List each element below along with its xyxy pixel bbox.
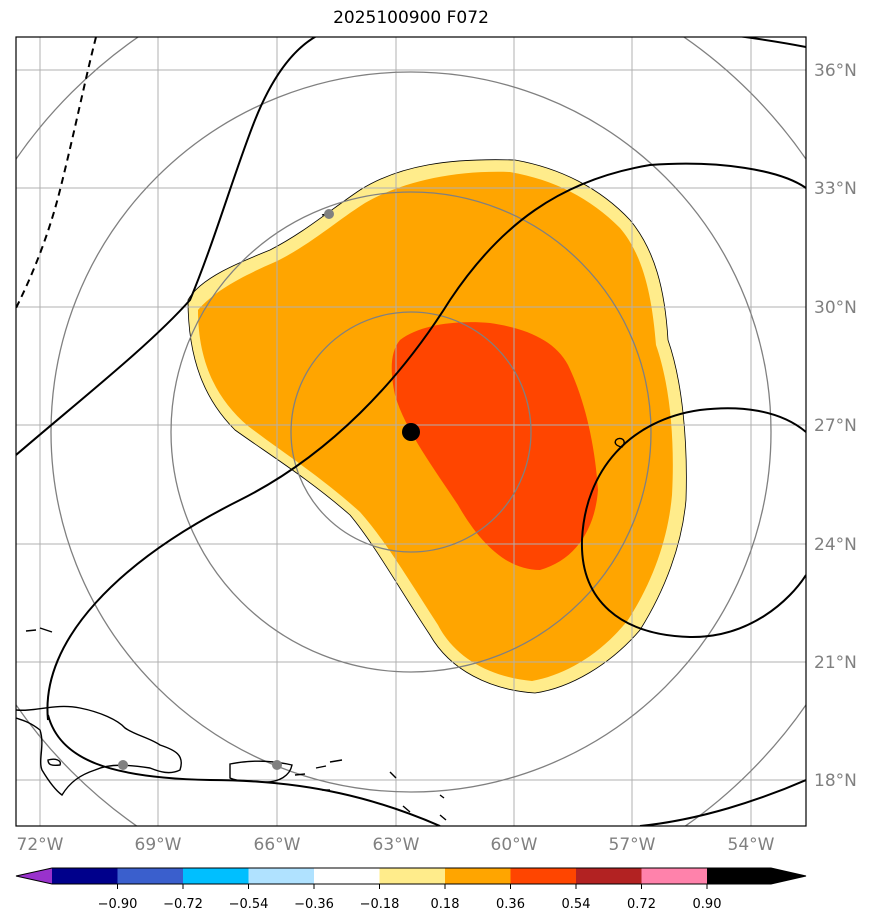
colorbar-segment-10 bbox=[641, 868, 707, 884]
island-a bbox=[25, 627, 53, 633]
lat-label-36n: 36°N bbox=[814, 61, 857, 81]
colorbar-tick-label: −0.72 bbox=[163, 897, 203, 912]
lat-label-27n: 27°N bbox=[814, 416, 857, 436]
lat-label-18n: 18°N bbox=[814, 771, 857, 791]
contour-line-dashed bbox=[16, 37, 97, 309]
lat-gridlines bbox=[16, 69, 806, 781]
island-c bbox=[315, 759, 343, 769]
island-d bbox=[389, 771, 397, 779]
colorbar-extend-low bbox=[16, 868, 52, 884]
contour-line-b bbox=[46, 162, 806, 721]
station-marker-santo-domingo bbox=[118, 760, 128, 770]
lat-label-30n: 30°N bbox=[814, 298, 857, 318]
island-h bbox=[439, 814, 447, 821]
island-g bbox=[439, 794, 445, 799]
colorbar-tick-label: 0.18 bbox=[431, 897, 460, 912]
lat-labels: 36°N 33°N 30°N 27°N 24°N 21°N 18°N bbox=[814, 61, 857, 791]
colorbar-segment-3 bbox=[183, 868, 249, 884]
lat-label-21n: 21°N bbox=[814, 653, 857, 673]
colorbar-tick-label: 0.90 bbox=[693, 897, 722, 912]
pressure-contours bbox=[16, 37, 806, 826]
colorbar-segment-9 bbox=[576, 868, 642, 884]
fill-region-inner bbox=[391, 322, 598, 570]
hispaniola-coast bbox=[16, 705, 182, 797]
colorbar-tick-label: 0.72 bbox=[627, 897, 656, 912]
colorbar-segment-5 bbox=[314, 868, 380, 884]
colorbar-segment-1 bbox=[52, 868, 118, 884]
lon-label-63w: 63°W bbox=[373, 835, 420, 855]
contour-line-e bbox=[639, 779, 806, 826]
colorbar: −0.90 −0.72 −0.54 −0.36 −0.18 0.18 0.36 … bbox=[15, 867, 807, 912]
station-marker-san-juan bbox=[272, 760, 282, 770]
coastlines bbox=[16, 212, 625, 821]
colorbar-segment-8 bbox=[510, 868, 576, 884]
colorbar-tick-label: 0.54 bbox=[562, 897, 591, 912]
lon-label-69w: 69°W bbox=[135, 835, 182, 855]
colorbar-segment-2 bbox=[117, 868, 183, 884]
storm-center-marker bbox=[402, 423, 420, 441]
jamaica-coast bbox=[47, 758, 62, 767]
fill-outline bbox=[187, 159, 687, 694]
contour-line-c bbox=[580, 407, 806, 639]
colorbar-extend-high bbox=[707, 868, 806, 884]
station-markers bbox=[118, 209, 334, 770]
colorbar-ticks bbox=[117, 884, 708, 889]
colorbar-segment-7 bbox=[445, 868, 511, 884]
lon-labels: 72°W 69°W 66°W 63°W 60°W 57°W 54°W bbox=[17, 835, 775, 855]
lon-label-57w: 57°W bbox=[609, 835, 656, 855]
colorbar-tick-label: 0.36 bbox=[496, 897, 525, 912]
colorbar-tick-label: −0.90 bbox=[98, 897, 138, 912]
lon-label-60w: 60°W bbox=[491, 835, 538, 855]
lon-label-66w: 66°W bbox=[254, 835, 301, 855]
island-j bbox=[614, 437, 625, 448]
map-title: 2025100900 F072 bbox=[333, 8, 489, 28]
colorbar-tick-label: −0.54 bbox=[229, 897, 269, 912]
island-b bbox=[294, 773, 306, 776]
contour-line-a bbox=[16, 37, 806, 456]
contour-line-d bbox=[47, 714, 441, 826]
lon-label-72w: 72°W bbox=[17, 835, 64, 855]
colorbar-segment-6 bbox=[379, 868, 445, 884]
colorbar-tick-labels: −0.90 −0.72 −0.54 −0.36 −0.18 0.18 0.36 … bbox=[98, 897, 722, 912]
colorbar-segment-4 bbox=[248, 868, 314, 884]
colorbar-outline bbox=[15, 867, 807, 885]
puerto-rico-coast bbox=[229, 760, 293, 783]
lat-label-24n: 24°N bbox=[814, 535, 857, 555]
colorbar-tick-label: −0.36 bbox=[294, 897, 334, 912]
lon-label-54w: 54°W bbox=[728, 835, 775, 855]
map-frame bbox=[15, 36, 807, 827]
station-marker-bermuda bbox=[324, 209, 334, 219]
island-f bbox=[402, 805, 411, 813]
colorbar-tick-label: −0.18 bbox=[360, 897, 400, 912]
lat-label-33n: 33°N bbox=[814, 179, 857, 199]
